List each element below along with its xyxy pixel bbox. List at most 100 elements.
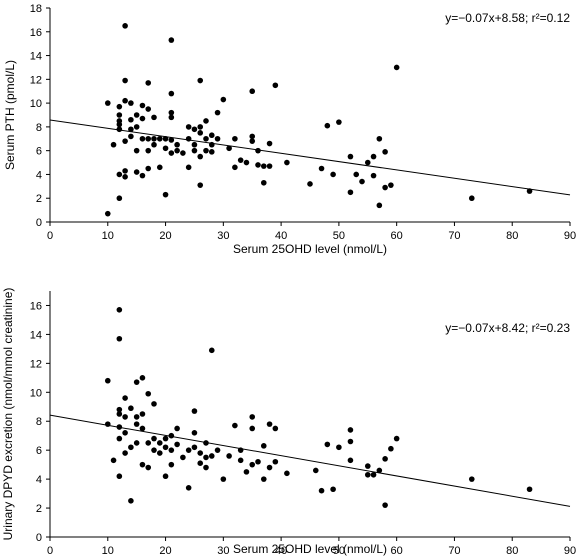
dpyd-data-point — [324, 441, 331, 448]
dpyd-data-point — [237, 457, 244, 464]
pth-scatter-panel: 0 10 20 30 40 50 60 70 80 90 0 2 4 6 8 10 12 14 16 18 Serum … — [3, 3, 576, 256]
pth-data-point — [116, 118, 123, 124]
pth-data-point — [382, 149, 388, 155]
dpyd-data-point — [139, 375, 146, 381]
pth-data-point — [116, 171, 123, 178]
pth-data-point — [133, 147, 140, 154]
dpyd-data-point — [364, 463, 371, 469]
pth-data-point — [266, 140, 273, 147]
pth-data-point — [376, 202, 383, 209]
pth-data-point — [156, 164, 163, 171]
pth-x-tick-label: 60 — [391, 230, 403, 242]
pth-data-point — [255, 147, 261, 154]
pth-data-point — [151, 114, 157, 121]
pth-data-point — [208, 149, 215, 155]
dpyd-data-point — [174, 425, 180, 432]
pth-data-point — [237, 157, 244, 163]
pth-data-point — [116, 195, 123, 202]
pth-y-tick-label: 18 — [30, 3, 42, 15]
dpyd-data-point — [145, 390, 152, 397]
pth-data-point — [185, 164, 192, 171]
pth-y-tick-label: 6 — [36, 146, 42, 158]
dpyd-data-point — [260, 443, 267, 449]
dpyd-data-point — [249, 425, 256, 432]
dpyd-data-point — [128, 498, 134, 504]
pth-x-tick-label: 30 — [217, 230, 229, 242]
pth-data-point — [104, 100, 111, 106]
pth-data-point — [168, 137, 175, 143]
pth-data-point — [197, 124, 204, 130]
pth-data-point — [191, 147, 198, 154]
pth-data-point — [122, 174, 128, 180]
dpyd-data-point — [220, 476, 227, 482]
dpyd-data-point — [139, 461, 146, 468]
pth-data-point — [232, 135, 238, 142]
dpyd-data-point — [468, 476, 475, 482]
pth-data-point — [116, 103, 123, 110]
pth-x-tick-label: 40 — [275, 230, 287, 242]
pth-data-point — [284, 159, 290, 166]
dpyd-data-point — [139, 411, 146, 417]
pth-data-point — [388, 182, 394, 188]
pth-regression-equation: y=−0.07x+8.58; r²=0.12 — [445, 11, 570, 25]
dpyd-data-point — [122, 430, 128, 436]
pth-data-point — [139, 172, 146, 179]
pth-data-point — [122, 77, 128, 84]
pth-data-point — [185, 135, 192, 142]
dpyd-data-point — [255, 458, 261, 465]
dpyd-data-point — [191, 408, 198, 414]
pth-data-point — [133, 124, 140, 130]
dpyd-data-point — [122, 414, 128, 420]
pth-data-point — [359, 178, 365, 185]
dpyd-data-point — [526, 486, 533, 493]
pth-data-point — [162, 145, 169, 152]
dpyd-data-point — [168, 461, 175, 468]
pth-data-point — [347, 153, 354, 160]
dpyd-x-tick-label: 90 — [564, 545, 576, 557]
dpyd-data-point — [162, 473, 169, 480]
pth-y-tick-label: 2 — [36, 193, 42, 205]
dpyd-x-axis-title: Serum 25OHD level (nmol/L) — [233, 542, 387, 556]
dpyd-data-point — [139, 425, 146, 432]
pth-data-point — [370, 153, 377, 160]
dpyd-data-point — [116, 435, 123, 442]
dpyd-data-point — [197, 450, 204, 456]
pth-y-tick-label: 16 — [30, 27, 42, 39]
pth-y-tick-label: 10 — [30, 98, 42, 110]
pth-data-point — [133, 169, 140, 175]
pth-data-point — [133, 112, 140, 118]
dpyd-data-point — [237, 447, 244, 453]
dpyd-data-point — [336, 444, 342, 451]
dpyd-y-tick-label: 12 — [30, 358, 42, 370]
pth-data-point — [226, 145, 232, 152]
pth-data-point — [203, 118, 209, 124]
pth-x-tick-label: 20 — [159, 230, 171, 242]
dpyd-data-point — [133, 414, 140, 420]
dpyd-data-point — [180, 454, 186, 461]
pth-data-point — [168, 90, 175, 97]
pth-data-point — [249, 133, 256, 140]
pth-x-tick-label: 90 — [564, 230, 576, 242]
pth-data-point — [249, 138, 256, 144]
pth-data-point — [122, 138, 128, 144]
pth-data-point — [353, 171, 360, 178]
pth-x-tick-label: 0 — [47, 230, 53, 242]
dpyd-data-point — [203, 464, 209, 471]
pth-y-axis-title: Serum PTH (pmol/L) — [3, 60, 17, 170]
dpyd-regression-line — [49, 414, 571, 507]
pth-data-point — [168, 150, 175, 156]
dpyd-data-point — [151, 435, 157, 442]
dpyd-data-point — [249, 414, 256, 420]
dpyd-data-point — [318, 487, 325, 494]
pth-data-point — [116, 126, 123, 133]
dpyd-y-tick-label: 0 — [36, 532, 42, 544]
pth-data-point — [382, 184, 388, 191]
dpyd-data-point — [185, 485, 192, 491]
dpyd-y-tick-label: 6 — [36, 445, 42, 457]
pth-data-point — [324, 122, 331, 129]
dpyd-data-point — [168, 432, 175, 439]
dpyd-x-tick-label: 60 — [391, 545, 403, 557]
pth-data-point — [122, 168, 128, 174]
dpyd-data-point — [185, 447, 192, 453]
pth-data-point — [197, 77, 204, 84]
